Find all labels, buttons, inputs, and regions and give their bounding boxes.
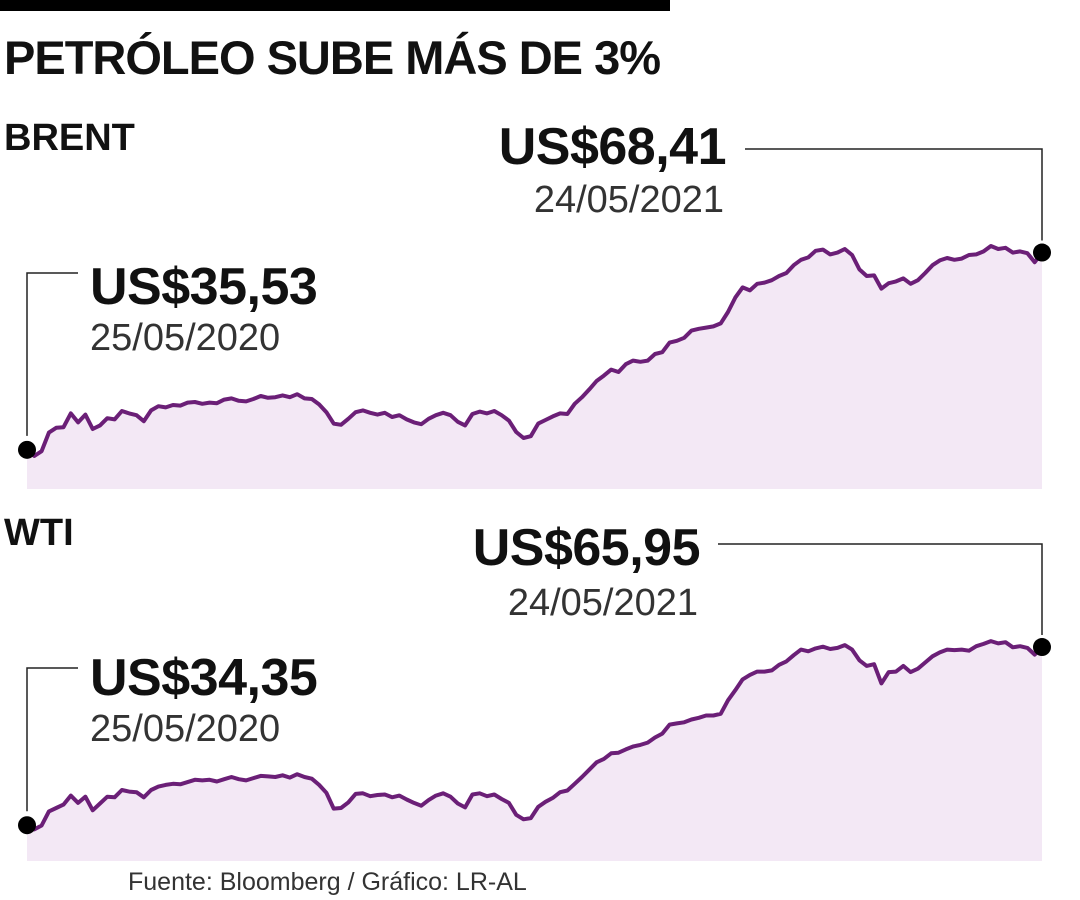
start-date-label-brent: 25/05/2020 bbox=[90, 317, 281, 359]
start-date-label-wti: 25/05/2020 bbox=[90, 708, 281, 750]
start-leader-line-brent bbox=[26, 272, 78, 436]
chart-wti: WTI US$34,35 25/05/2020 US$65,95 24/05/2… bbox=[0, 500, 1080, 890]
series-line-brent bbox=[25, 244, 1044, 458]
page-title: PETRÓLEO SUBE MÁS DE 3% bbox=[4, 31, 661, 84]
chart-wti-plot bbox=[18, 543, 1051, 861]
end-date-label-brent: 24/05/2021 bbox=[533, 179, 724, 221]
area-fill-brent bbox=[27, 246, 1042, 489]
end-marker-brent bbox=[1033, 243, 1051, 262]
end-value-label-brent: US$68,41 bbox=[498, 118, 727, 176]
series-label-brent: BRENT bbox=[4, 117, 135, 159]
start-leader-line-wti bbox=[26, 667, 78, 812]
chart-brent-plot bbox=[18, 148, 1051, 489]
start-value-label-brent: US$35,53 bbox=[90, 258, 318, 316]
series-label-wti: WTI bbox=[4, 512, 74, 554]
series-line-wti bbox=[25, 639, 1044, 832]
start-marker-wti bbox=[18, 816, 36, 835]
source-note: Fuente: Bloomberg / Gráfico: LR-AL bbox=[128, 868, 527, 896]
area-fill-wti bbox=[27, 641, 1042, 861]
end-leader-line-brent bbox=[745, 148, 1043, 241]
end-leader-line-wti bbox=[718, 543, 1043, 636]
chart-brent: BRENT US$35,53 25/05/2020 US$68,41 24/05… bbox=[0, 105, 1080, 495]
end-date-label-wti: 24/05/2021 bbox=[507, 582, 698, 624]
end-value-label-wti: US$65,95 bbox=[472, 519, 701, 577]
end-marker-wti bbox=[1033, 638, 1051, 657]
start-marker-brent bbox=[18, 440, 36, 459]
top-rule bbox=[0, 0, 670, 11]
start-value-label-wti: US$34,35 bbox=[90, 649, 318, 707]
